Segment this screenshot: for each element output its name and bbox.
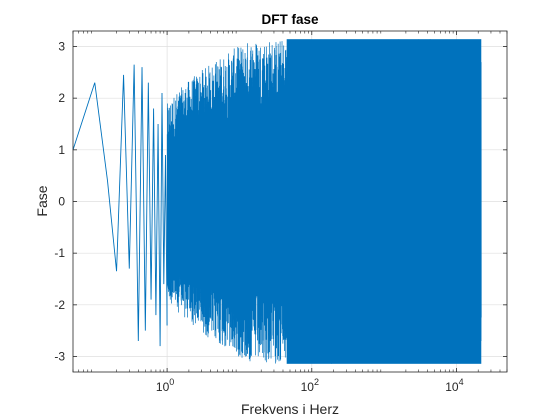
x-tick-label: 102	[301, 377, 319, 394]
x-tick-label-exp: 0	[169, 377, 174, 387]
phase-series	[72, 39, 482, 364]
x-tick-label-exp: 4	[459, 377, 464, 387]
x-tick-label: 104	[445, 377, 463, 394]
y-tick-label: 1	[58, 143, 65, 157]
y-tick-label: -2	[54, 298, 65, 312]
x-tick-label-exp: 2	[314, 377, 319, 387]
y-tick-label: -3	[54, 350, 65, 364]
y-tick-label: 0	[58, 195, 65, 209]
y-tick-label: 3	[58, 40, 65, 54]
x-tick-label: 100	[156, 377, 174, 394]
chart-title: DFT fase	[261, 12, 319, 27]
y-axis-label: Fase	[34, 185, 50, 216]
phase-line-low	[72, 64, 168, 347]
x-tick-label-base: 10	[301, 380, 315, 394]
x-axis-label: Frekvens i Herz	[241, 401, 339, 417]
y-tick-label: -1	[54, 246, 65, 260]
x-tick-label-base: 10	[156, 380, 170, 394]
x-tick-label-base: 10	[445, 380, 459, 394]
y-tick-label: 2	[58, 91, 65, 105]
phase-dense-band	[286, 39, 482, 364]
axis-ticks	[72, 31, 508, 372]
